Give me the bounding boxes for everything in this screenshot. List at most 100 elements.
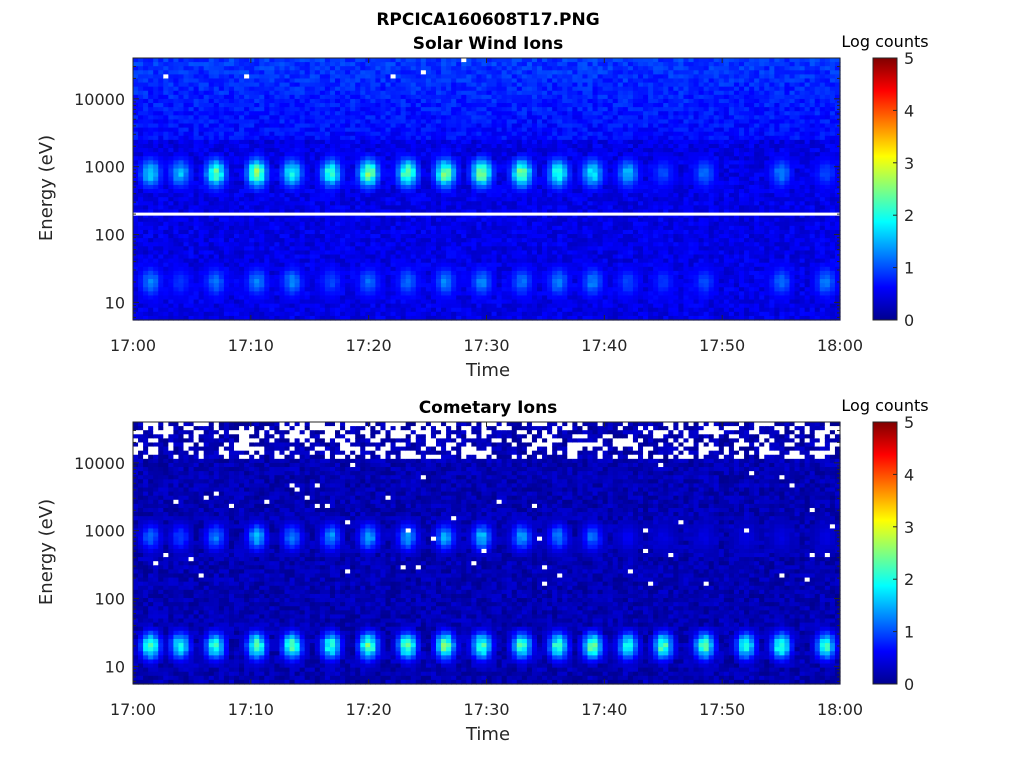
heatmap-cell (456, 94, 462, 100)
heatmap-cell (324, 103, 331, 108)
heatmap-cell (476, 82, 483, 88)
heatmap-cell (309, 274, 316, 280)
heatmap-cell (133, 250, 139, 256)
heatmap-cell (526, 66, 533, 71)
heatmap-cell (153, 78, 159, 84)
heatmap-cell (436, 78, 442, 84)
heatmap-cell (284, 262, 291, 268)
heatmap-cell (294, 258, 301, 264)
heatmap-cell (239, 291, 245, 297)
heatmap-cell (213, 66, 220, 71)
heatmap-cell (173, 209, 180, 215)
heatmap-cell (516, 82, 523, 88)
heatmap-cell (430, 201, 437, 206)
heatmap-cell (441, 107, 447, 112)
heatmap-cell (340, 242, 346, 247)
heatmap-cell (178, 127, 185, 133)
heatmap-cell (461, 213, 467, 219)
heatmap-cell (289, 160, 296, 166)
heatmap-cell (203, 148, 210, 153)
heatmap-cell (208, 279, 215, 284)
heatmap-cell (486, 246, 493, 251)
heatmap-cell (335, 225, 341, 231)
heatmap-cell (138, 262, 144, 268)
heatmap-cell (324, 131, 331, 137)
heatmap-cell (446, 225, 452, 231)
heatmap-cell (254, 295, 260, 301)
heatmap-cell (395, 299, 402, 305)
heatmap-cell (516, 98, 523, 104)
heatmap-cell (385, 303, 392, 309)
heatmap-cell (249, 152, 255, 157)
heatmap-cell (208, 209, 215, 215)
heatmap-cell (223, 135, 230, 141)
heatmap-cell (476, 98, 483, 104)
heatmap-cell (188, 213, 195, 219)
heatmap-cell (461, 287, 467, 292)
heatmap-cell (259, 303, 265, 309)
heatmap-cell (148, 62, 154, 67)
heatmap-cell (279, 193, 286, 198)
heatmap-cell (153, 307, 159, 313)
heatmap-cell (203, 242, 210, 247)
heatmap-cell (375, 213, 382, 219)
heatmap-cell (203, 254, 210, 260)
heatmap-cell (213, 176, 220, 182)
heatmap-cell (329, 156, 336, 161)
heatmap-cell (183, 139, 190, 145)
heatmap-cell (451, 279, 457, 284)
heatmap-cell (370, 262, 376, 268)
heatmap-cell (395, 246, 402, 251)
heatmap-cell (436, 315, 442, 321)
heatmap-cell (390, 98, 397, 104)
heatmap-cell (501, 303, 508, 309)
heatmap-cell (430, 70, 437, 75)
heatmap-cell (461, 238, 467, 243)
heatmap-cell (506, 148, 513, 153)
heatmap-cell (294, 250, 301, 256)
heatmap-cell (329, 234, 336, 239)
heatmap-cell (234, 217, 240, 223)
heatmap-cell (415, 295, 422, 301)
heatmap-cell (178, 107, 185, 112)
heatmap-cell (223, 295, 230, 301)
heatmap-cell (420, 74, 427, 80)
heatmap-cell (380, 307, 387, 313)
heatmap-cell (264, 246, 270, 251)
heatmap-cell (188, 189, 195, 194)
heatmap-cell (319, 127, 326, 133)
heatmap-cell (148, 254, 154, 260)
heatmap-cell (183, 250, 190, 256)
heatmap-cell (208, 291, 215, 297)
heatmap-cell (264, 139, 270, 145)
heatmap-cell (395, 164, 402, 170)
heatmap-cell (143, 262, 149, 268)
heatmap-cell (496, 82, 503, 88)
heatmap-cell (223, 172, 230, 178)
heatmap-cell (471, 266, 477, 272)
heatmap-cell (264, 283, 270, 288)
heatmap-cell (415, 307, 422, 313)
heatmap-cell (466, 205, 472, 211)
heatmap-cell (400, 189, 407, 194)
heatmap-cell (501, 172, 508, 178)
heatmap-cell (284, 70, 291, 75)
heatmap-cell (249, 107, 255, 112)
heatmap-cell (133, 205, 139, 211)
heatmap-cell (345, 229, 351, 235)
heatmap-cell (329, 168, 336, 174)
heatmap-cell (360, 213, 366, 219)
heatmap-cell (420, 258, 427, 264)
heatmap-cell (153, 184, 159, 190)
heatmap-cell (415, 234, 422, 239)
heatmap-cell (486, 213, 493, 219)
heatmap-cell (148, 111, 154, 116)
heatmap-cell (153, 176, 159, 182)
heatmap-cell (138, 250, 144, 256)
heatmap-cell (324, 193, 331, 198)
heatmap-cell (264, 299, 270, 305)
heatmap-cell (506, 250, 513, 256)
heatmap-cell (410, 107, 417, 112)
heatmap-cell (350, 283, 356, 288)
heatmap-cell (405, 123, 412, 129)
